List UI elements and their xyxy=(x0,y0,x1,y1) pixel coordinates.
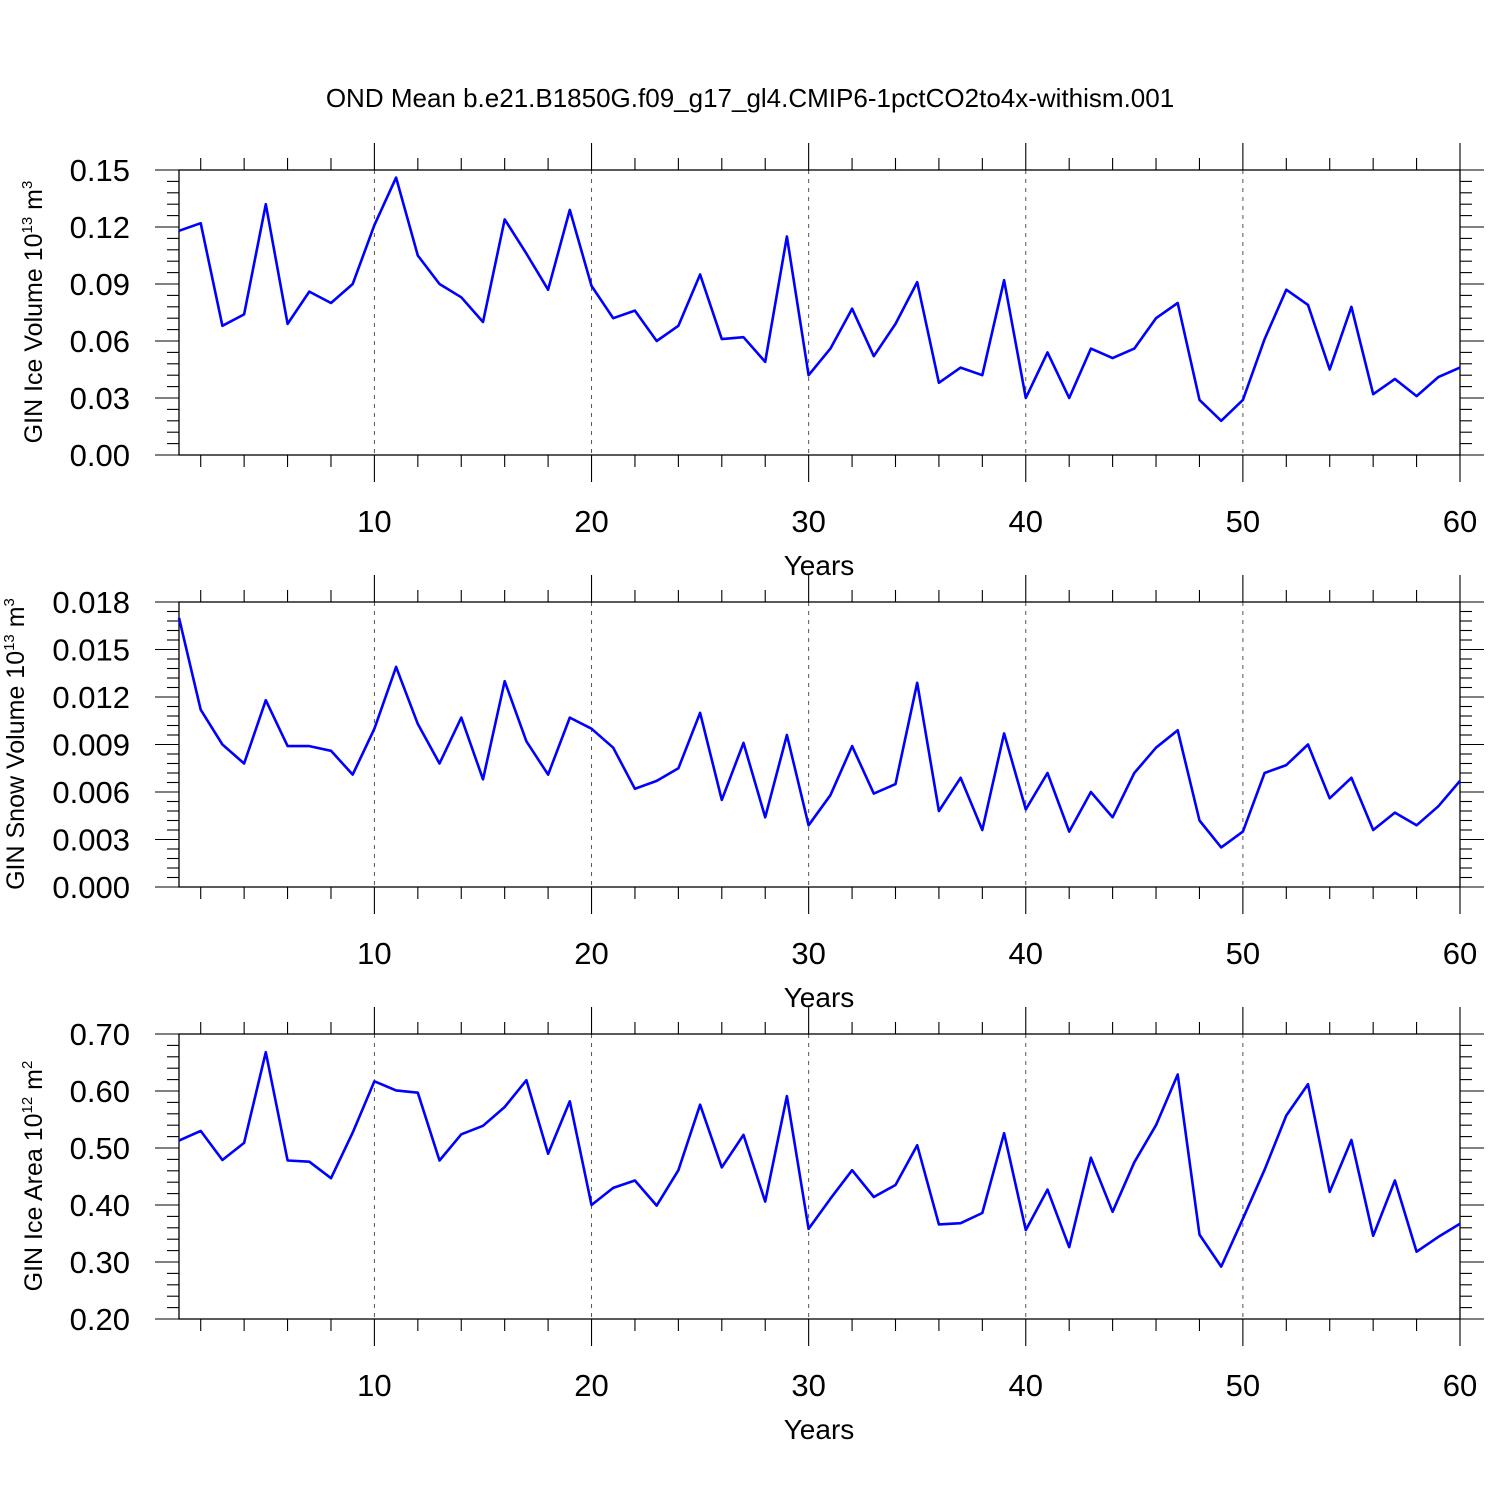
y-axis-label-unit-exp: 2 xyxy=(19,1061,36,1069)
y-tick-label: 0.000 xyxy=(52,870,130,905)
x-tick-label: 50 xyxy=(1226,504,1260,539)
y-tick-label: 0.15 xyxy=(70,153,130,188)
y-tick-labels: 0.000 0.003 0.006 0.009 0.012 0.015 0.018 xyxy=(52,585,130,905)
x-tick-label: 10 xyxy=(357,936,391,971)
y-axis-label-exp: 12 xyxy=(19,1097,36,1114)
y-tick-label: 0.20 xyxy=(70,1302,130,1337)
series-line xyxy=(177,617,1461,849)
y-tick-label: 0.012 xyxy=(52,680,130,715)
y-tick-label: 0.30 xyxy=(70,1245,130,1280)
grid-lines xyxy=(373,170,1244,455)
y-tick-label: 0.60 xyxy=(70,1074,130,1109)
panel-ice-area: 0.20 0.30 0.40 0.50 0.60 0.70 10 20 30 40 50 60 Ye… xyxy=(19,1007,1484,1445)
x-tick-label: 60 xyxy=(1443,936,1477,971)
x-tick-labels: 10 20 30 40 50 60 xyxy=(357,1368,1477,1403)
x-tick-label: 60 xyxy=(1443,1368,1477,1403)
series-line xyxy=(178,1050,1461,1268)
y-axis-label-text: GIN Ice Area 10 xyxy=(20,1113,48,1291)
x-tick-label: 40 xyxy=(1009,936,1043,971)
y-tick-label: 0.50 xyxy=(70,1131,130,1166)
panel-ice-volume: 0.00 0.03 0.06 0.09 0.12 0.15 10 20 30 40 50 60 Ye… xyxy=(19,143,1484,581)
y-axis-label-unit: m xyxy=(20,189,48,217)
x-tick-label: 30 xyxy=(791,1368,825,1403)
x-tick-labels: 10 20 30 40 50 60 xyxy=(357,504,1477,539)
y-axis-label-text: GIN Ice Volume 10 xyxy=(20,233,48,443)
y-axis-label-unit-exp: 3 xyxy=(19,181,36,189)
x-tick-label: 30 xyxy=(791,504,825,539)
chart-title: OND Mean b.e21.B1850G.f09_g17_gl4.CMIP6-… xyxy=(326,83,1174,113)
x-tick-label: 10 xyxy=(357,504,391,539)
x-tick-label: 40 xyxy=(1009,504,1043,539)
grid-lines xyxy=(373,1034,1244,1319)
tick-marks xyxy=(155,143,1484,482)
y-tick-label: 0.015 xyxy=(52,633,130,668)
y-axis-label-text: GIN Snow Volume 10 xyxy=(2,651,30,890)
plot-frame xyxy=(178,601,1461,888)
x-tick-label: 40 xyxy=(1009,1368,1043,1403)
y-axis-label-exp: 13 xyxy=(19,217,36,234)
y-axis-label-exp: 13 xyxy=(1,634,18,651)
x-tick-labels: 10 20 30 40 50 60 xyxy=(357,936,1477,971)
plot-frame xyxy=(178,1033,1461,1320)
y-axis-label-unit: m xyxy=(2,606,30,634)
y-tick-label: 0.03 xyxy=(70,381,130,416)
y-axis-label-unit-exp: 3 xyxy=(1,598,18,606)
x-tick-label: 30 xyxy=(791,936,825,971)
y-tick-labels: 0.00 0.03 0.06 0.09 0.12 0.15 xyxy=(70,153,130,473)
tick-marks xyxy=(155,1007,1484,1346)
panel-snow-volume: 0.000 0.003 0.006 0.009 0.012 0.015 0.018 10 20… xyxy=(1,575,1484,1013)
x-tick-label: 10 xyxy=(357,1368,391,1403)
x-axis-label: Years xyxy=(784,550,855,581)
y-axis-label: GIN Snow Volume 1013 m3 xyxy=(1,598,30,890)
x-tick-label: 20 xyxy=(574,504,608,539)
tick-marks xyxy=(155,575,1484,914)
x-axis-label: Years xyxy=(784,1414,855,1445)
series-line xyxy=(178,176,1461,423)
y-tick-label: 0.12 xyxy=(70,210,130,245)
x-tick-label: 60 xyxy=(1443,504,1477,539)
y-axis-label: GIN Ice Area 1012 m2 xyxy=(19,1061,48,1292)
x-tick-label: 50 xyxy=(1226,1368,1260,1403)
y-tick-label: 0.00 xyxy=(70,438,130,473)
plot-frame xyxy=(178,169,1461,456)
y-tick-label: 0.006 xyxy=(52,775,130,810)
grid-lines xyxy=(373,602,1244,887)
x-tick-label: 20 xyxy=(574,1368,608,1403)
y-tick-label: 0.009 xyxy=(52,728,130,763)
x-tick-label: 50 xyxy=(1226,936,1260,971)
y-tick-label: 0.018 xyxy=(52,585,130,620)
y-tick-label: 0.003 xyxy=(52,823,130,858)
y-axis-label: GIN Ice Volume 1013 m3 xyxy=(19,181,48,444)
y-tick-label: 0.09 xyxy=(70,267,130,302)
y-tick-label: 0.70 xyxy=(70,1017,130,1052)
y-tick-label: 0.06 xyxy=(70,324,130,359)
x-axis-label: Years xyxy=(784,982,855,1013)
x-tick-label: 20 xyxy=(574,936,608,971)
y-axis-label-unit: m xyxy=(20,1069,48,1097)
y-tick-label: 0.40 xyxy=(70,1188,130,1223)
y-tick-labels: 0.20 0.30 0.40 0.50 0.60 0.70 xyxy=(70,1017,130,1337)
